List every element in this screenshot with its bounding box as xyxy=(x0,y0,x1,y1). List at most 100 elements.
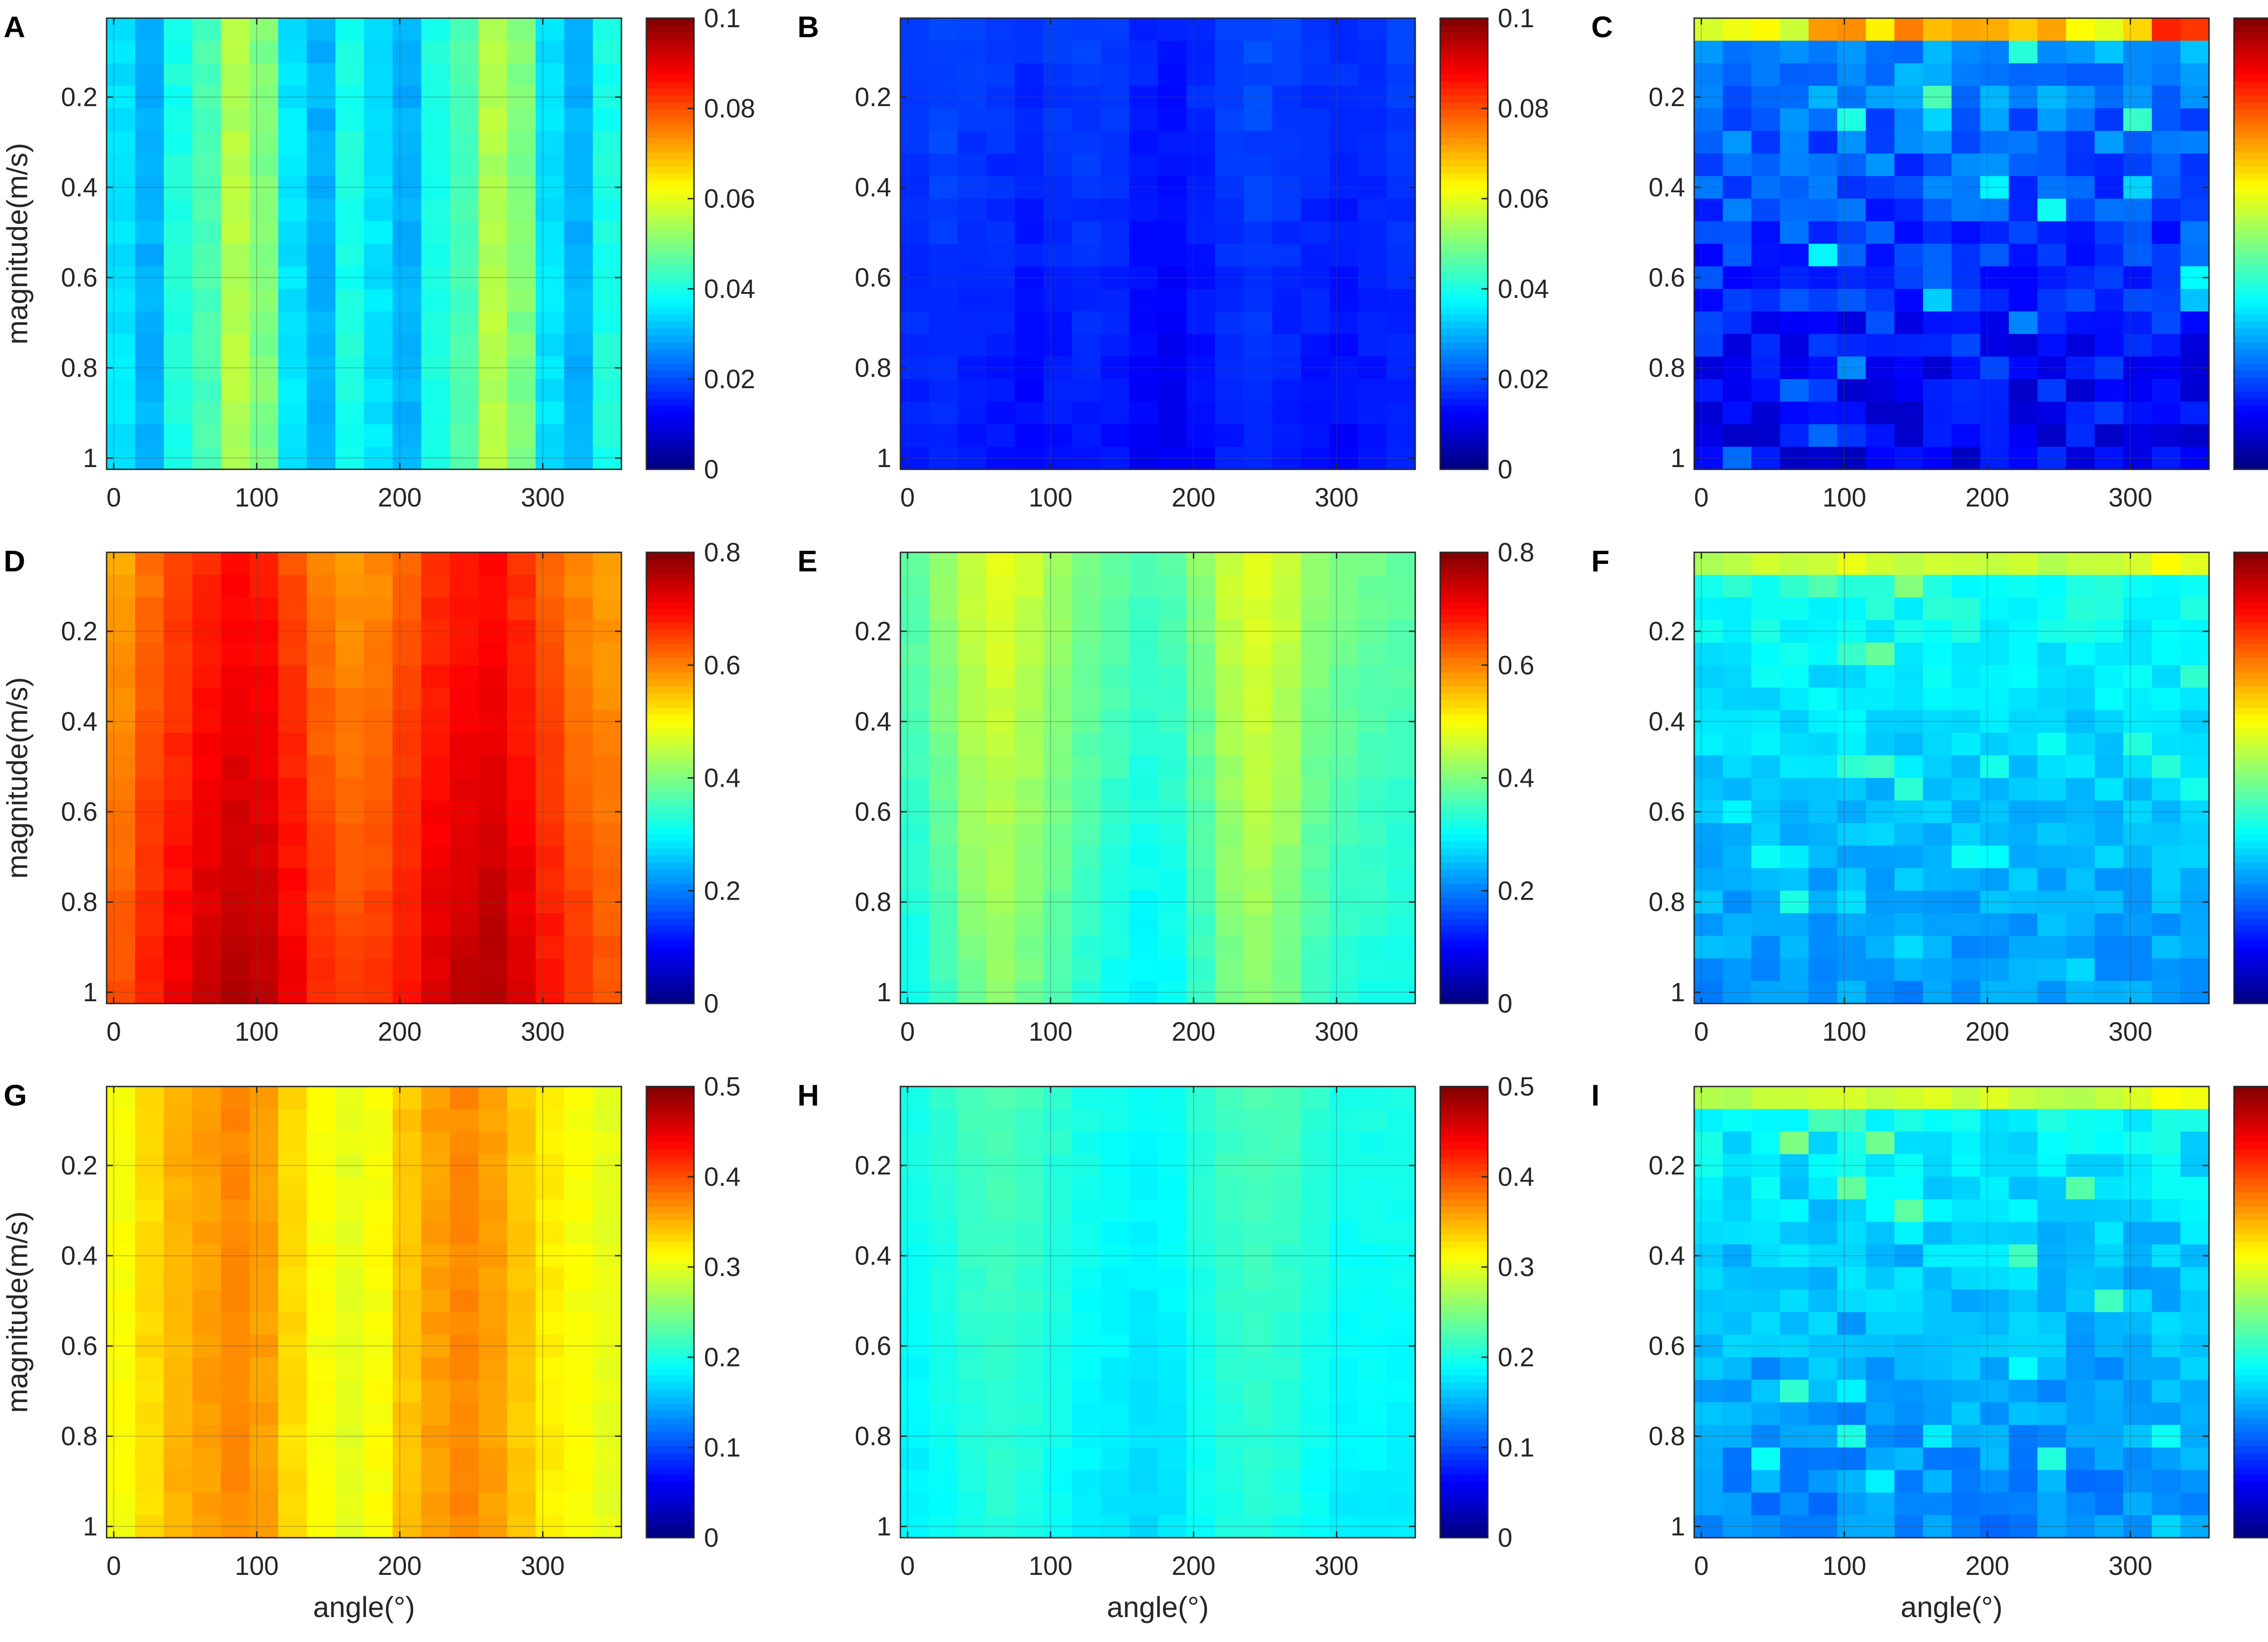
heatmap-cell xyxy=(1272,1267,1301,1290)
heatmap-cell xyxy=(364,913,393,936)
heatmap-cell xyxy=(364,1289,393,1313)
colorbar-segment xyxy=(646,1178,694,1186)
heatmap-cell xyxy=(986,1267,1016,1290)
heatmap-cell xyxy=(2066,1379,2095,1403)
heatmap-cell xyxy=(1158,424,1187,448)
colorbar-segment xyxy=(2234,877,2268,884)
heatmap-cell xyxy=(1951,1289,1981,1313)
heatmap-cell xyxy=(986,153,1016,177)
heatmap-cell xyxy=(1358,687,1387,711)
heatmap-cell xyxy=(1072,1312,1101,1335)
heatmap-cell xyxy=(564,1087,593,1110)
heatmap-cell xyxy=(1072,289,1101,312)
heatmap-cell xyxy=(2123,936,2152,959)
heatmap-cell xyxy=(1780,379,1809,402)
heatmap-cell xyxy=(1894,334,1924,357)
y-tick-label: 1 xyxy=(1671,978,1685,1007)
heatmap-cell xyxy=(1358,733,1387,756)
heatmap-cell xyxy=(1243,710,1273,733)
heatmap-cell xyxy=(1694,575,1723,598)
heatmap-cell xyxy=(1329,845,1359,869)
heatmap-cell xyxy=(564,1267,593,1290)
heatmap-cell xyxy=(1100,334,1130,357)
heatmap-cell xyxy=(507,221,536,244)
colorbar-segment xyxy=(1440,658,1488,666)
heatmap-cell xyxy=(2037,1335,2067,1358)
heatmap-cell xyxy=(221,778,250,801)
heatmap-cell xyxy=(986,18,1016,41)
heatmap-cell xyxy=(2066,153,2095,177)
heatmap-cell xyxy=(421,868,450,892)
colorbar-segment xyxy=(646,335,694,343)
heatmap-cell xyxy=(1243,1425,1273,1448)
heatmap-cell xyxy=(1386,1402,1416,1426)
heatmap-cell xyxy=(192,1109,222,1132)
colorbar-segment xyxy=(646,841,694,849)
heatmap-cell xyxy=(1866,1470,1895,1493)
heatmap-cell xyxy=(1072,1357,1101,1380)
colorbar-segment xyxy=(646,587,694,595)
heatmap-cell xyxy=(1866,981,1895,1004)
heatmap-cell xyxy=(2009,778,2038,801)
heatmap-cell xyxy=(1129,1244,1158,1267)
colorbar-segment xyxy=(1440,385,1488,392)
heatmap-cell xyxy=(1780,1087,1809,1110)
heatmap-cell xyxy=(1129,311,1158,335)
heatmap-cell xyxy=(1751,40,1780,64)
heatmap-cell xyxy=(1329,311,1359,335)
colorbar-segment xyxy=(2234,693,2268,701)
heatmap-cell xyxy=(1015,643,1044,666)
heatmap-cell xyxy=(1215,710,1244,733)
heatmap-cell xyxy=(507,1402,536,1426)
heatmap-cell xyxy=(392,1335,422,1358)
heatmap-cell xyxy=(958,153,987,177)
heatmap-cell xyxy=(249,108,279,132)
heatmap-cell xyxy=(2180,424,2209,448)
heatmap-cells xyxy=(900,552,1416,1004)
heatmap-cell xyxy=(1780,958,1809,982)
heatmap-cell xyxy=(1215,597,1244,621)
heatmap-cell xyxy=(900,63,929,87)
heatmap-cell xyxy=(2151,131,2181,154)
heatmap-cell xyxy=(1751,108,1780,132)
heatmap-cell xyxy=(1809,1087,1838,1110)
heatmap-cell xyxy=(135,778,164,801)
heatmap-cell xyxy=(1894,620,1924,643)
heatmap-cell xyxy=(1329,1109,1359,1132)
heatmap-cell xyxy=(1215,575,1244,598)
heatmap-cell xyxy=(478,643,508,666)
heatmap-cell xyxy=(421,1244,450,1267)
heatmap-cell xyxy=(1723,823,1752,846)
heatmap-cell xyxy=(1072,18,1101,41)
heatmap-cell xyxy=(2037,356,2067,380)
colorbar-segment xyxy=(2234,1291,2268,1299)
colorbar-segment xyxy=(2234,1397,2268,1404)
heatmap-cell xyxy=(135,199,164,222)
heatmap-cell xyxy=(1866,1222,1895,1245)
heatmap-cell xyxy=(1329,1447,1359,1471)
heatmap-cell xyxy=(421,1425,450,1448)
colorbar-segment xyxy=(1440,623,1488,630)
heatmap-cell xyxy=(364,1470,393,1493)
heatmap-cell xyxy=(192,131,222,154)
heatmap-cell xyxy=(1751,153,1780,177)
heatmap-cell xyxy=(1780,63,1809,87)
colorbar-segment xyxy=(1440,25,1488,33)
heatmap-cell xyxy=(164,447,193,470)
heatmap-cell xyxy=(1723,981,1752,1004)
heatmap-cell xyxy=(221,552,250,575)
heatmap-cell xyxy=(221,424,250,448)
colorbar-segment xyxy=(1440,954,1488,962)
heatmap-cell xyxy=(1866,401,1895,425)
heatmap-cell xyxy=(1300,1425,1330,1448)
heatmap-cell xyxy=(1386,575,1416,598)
heatmap-cell xyxy=(2066,108,2095,132)
heatmap-cell xyxy=(1751,356,1780,380)
heatmap-cell xyxy=(535,86,565,109)
heatmap-cell xyxy=(450,356,479,380)
heatmap-cell xyxy=(1043,1447,1073,1471)
heatmap-cell xyxy=(1923,552,1952,575)
heatmap-cell xyxy=(1186,40,1216,64)
colorbar-segment xyxy=(1440,448,1488,456)
heatmap-cell xyxy=(2151,936,2181,959)
